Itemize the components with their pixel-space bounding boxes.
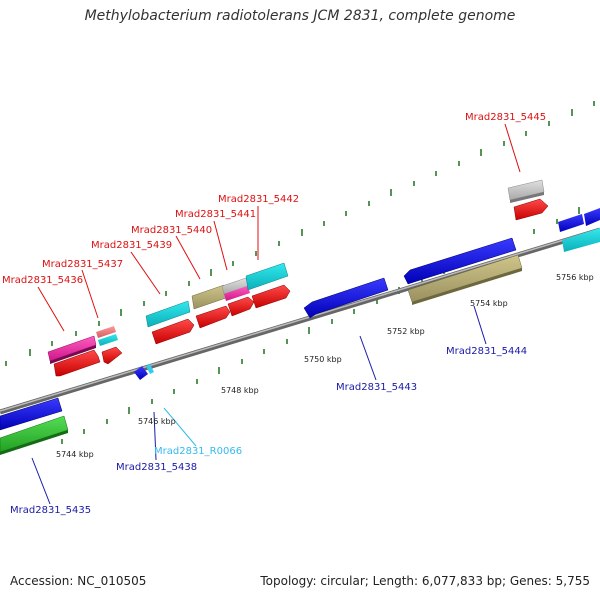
gene-5439-feature[interactable] [145, 300, 191, 328]
gene-5437-feature-lower[interactable] [98, 334, 118, 346]
tick-label: 5746 kbp [138, 417, 176, 426]
gene-5435-feature-upper[interactable] [0, 397, 63, 431]
gene-label-5440[interactable]: Mrad2831_5440 [131, 225, 212, 236]
gene-5436-shadow [50, 345, 96, 364]
reverse-strand-genes [0, 237, 523, 455]
gene-5435-shadow [0, 430, 68, 455]
tick-label: 5752 kbp [387, 327, 425, 336]
gene-cyan-edge[interactable] [562, 228, 600, 252]
gene-red-arrow-4[interactable] [195, 305, 231, 329]
gene-label-5444[interactable]: Mrad2831_5444 [446, 346, 527, 357]
gene-5444-feature-upper[interactable] [403, 237, 517, 285]
gene-5441-feature-lower[interactable] [224, 286, 250, 301]
topology-label: Topology: circular; Length: 6,077,833 bp… [260, 574, 590, 588]
tick-label: 5748 kbp [221, 386, 259, 395]
gene-5437-feature[interactable] [96, 326, 116, 338]
gene-red-arrow-1[interactable] [53, 349, 101, 377]
gene-label-5445[interactable]: Mrad2831_5445 [465, 112, 546, 123]
genome-backbone [0, 227, 600, 415]
gene-5442-feature[interactable] [245, 262, 289, 291]
gene-blue-edge-2[interactable] [584, 208, 600, 226]
gene-5444-shadow [412, 268, 522, 305]
tick-label: 5744 kbp [56, 450, 94, 459]
gene-label-5441[interactable]: Mrad2831_5441 [175, 209, 256, 220]
gene-label-5442[interactable]: Mrad2831_5442 [218, 194, 299, 205]
tick-label: 5750 kbp [304, 355, 342, 364]
gene-red-arrow-5[interactable] [227, 296, 255, 317]
position-labels: 5744 kbp 5746 kbp 5748 kbp 5750 kbp 5752… [56, 273, 594, 459]
gene-red-arrow-3[interactable] [151, 318, 195, 345]
outer-tick-track [5, 101, 595, 366]
gene-label-5438[interactable]: Mrad2831_5438 [116, 462, 197, 473]
gene-red-arrow-6[interactable] [251, 284, 291, 309]
label-connectors [31, 123, 521, 505]
accession-label: Accession: NC_010505 [10, 574, 147, 588]
gene-R0066-feature[interactable] [146, 364, 154, 374]
gene-label-5435[interactable]: Mrad2831_5435 [10, 505, 91, 516]
tick-label: 5756 kbp [556, 273, 594, 282]
forward-strand-genes [47, 179, 600, 377]
gene-labels: Mrad2831_5436 Mrad2831_5437 Mrad2831_543… [2, 112, 546, 516]
gene-red-arrow-2[interactable] [101, 346, 123, 365]
gene-5443-feature[interactable] [303, 277, 389, 319]
gene-label-5437[interactable]: Mrad2831_5437 [42, 259, 123, 270]
gene-5438-feature[interactable] [134, 366, 148, 380]
genome-title: Methylobacterium radiotolerans JCM 2831,… [84, 8, 516, 24]
gene-5440-feature[interactable] [191, 284, 227, 310]
gene-5445-shadow [510, 192, 544, 203]
gene-label-5439[interactable]: Mrad2831_5439 [91, 240, 172, 251]
gene-blue-edge-1[interactable] [558, 214, 584, 232]
tick-label: 5754 kbp [470, 299, 508, 308]
gene-red-arrow-7[interactable] [513, 198, 549, 221]
gene-label-5443[interactable]: Mrad2831_5443 [336, 382, 417, 393]
gene-label-R0066[interactable]: Mrad2831_R0066 [154, 446, 242, 457]
gene-label-5436[interactable]: Mrad2831_5436 [2, 275, 83, 286]
